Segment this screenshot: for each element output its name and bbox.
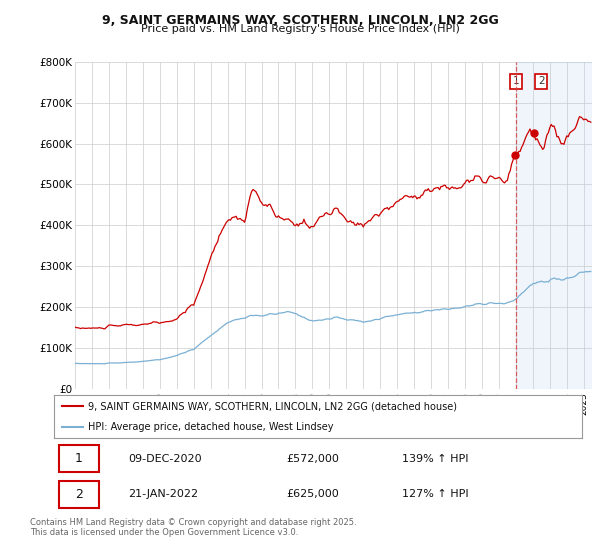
Text: Contains HM Land Registry data © Crown copyright and database right 2025.
This d: Contains HM Land Registry data © Crown c… (30, 518, 356, 538)
Text: £625,000: £625,000 (286, 489, 339, 500)
Text: Price paid vs. HM Land Registry's House Price Index (HPI): Price paid vs. HM Land Registry's House … (140, 24, 460, 34)
FancyBboxPatch shape (59, 445, 99, 472)
Text: HPI: Average price, detached house, West Lindsey: HPI: Average price, detached house, West… (88, 422, 334, 432)
Text: 139% ↑ HPI: 139% ↑ HPI (403, 454, 469, 464)
Text: 09-DEC-2020: 09-DEC-2020 (128, 454, 202, 464)
Text: 1: 1 (75, 452, 83, 465)
Text: 127% ↑ HPI: 127% ↑ HPI (403, 489, 469, 500)
Text: 1: 1 (512, 76, 519, 86)
Text: 2: 2 (538, 76, 545, 86)
Text: 9, SAINT GERMAINS WAY, SCOTHERN, LINCOLN, LN2 2GG (detached house): 9, SAINT GERMAINS WAY, SCOTHERN, LINCOLN… (88, 402, 457, 412)
Bar (516, 62, 592, 389)
Text: 21-JAN-2022: 21-JAN-2022 (128, 489, 198, 500)
Text: 2: 2 (75, 488, 83, 501)
Text: 9, SAINT GERMAINS WAY, SCOTHERN, LINCOLN, LN2 2GG: 9, SAINT GERMAINS WAY, SCOTHERN, LINCOLN… (101, 14, 499, 27)
Text: £572,000: £572,000 (286, 454, 339, 464)
FancyBboxPatch shape (59, 481, 99, 508)
